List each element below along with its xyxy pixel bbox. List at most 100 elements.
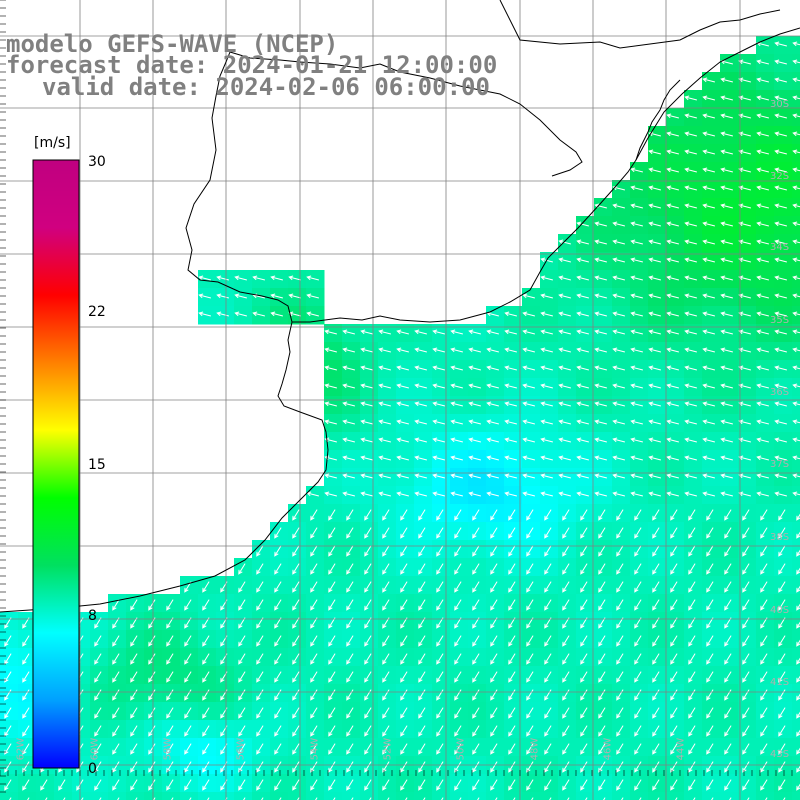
wind-arrow <box>328 527 336 539</box>
wind-arrow <box>648 185 661 191</box>
wind-arrow <box>688 743 696 755</box>
wind-arrow <box>4 779 12 791</box>
wind-arrow <box>792 77 800 83</box>
wind-arrow <box>522 491 535 497</box>
wind-arrow <box>724 653 732 665</box>
wind-arrow <box>328 653 336 665</box>
wind-arrow <box>522 347 535 353</box>
wind-arrow <box>436 635 444 647</box>
wind-arrow <box>279 797 282 800</box>
wind-arrow <box>738 239 751 245</box>
wind-cell <box>396 792 415 800</box>
wind-arrow <box>414 455 427 461</box>
wind-arrow <box>760 761 768 773</box>
wind-cell <box>162 792 181 800</box>
wind-arrow <box>414 419 427 425</box>
wind-arrow <box>274 527 282 539</box>
wind-arrow <box>508 527 516 539</box>
wind-arrow <box>634 563 642 575</box>
wind-arrow <box>274 653 282 665</box>
wind-arrow <box>742 509 750 521</box>
wind-cell <box>90 792 109 800</box>
wind-arrow <box>270 275 283 281</box>
wind-arrow <box>310 689 318 701</box>
wind-arrow <box>756 401 769 407</box>
wind-arrow <box>594 491 607 497</box>
wind-arrow <box>306 275 319 281</box>
wind-arrow <box>292 671 300 683</box>
wind-arrow <box>382 707 390 719</box>
wind-arrow <box>396 401 409 407</box>
wind-arrow <box>616 635 624 647</box>
wind-arrow <box>738 383 751 389</box>
wind-arrow <box>130 761 138 773</box>
wind-cell <box>792 522 800 541</box>
wind-arrow <box>594 419 607 425</box>
wind-arrow <box>418 725 426 737</box>
wind-arrow <box>468 329 481 335</box>
wind-arrow <box>112 743 120 755</box>
wind-arrow <box>742 689 750 701</box>
wind-arrow <box>544 581 552 593</box>
wind-arrow <box>792 437 800 443</box>
wind-arrow <box>238 707 246 719</box>
wind-arrow <box>616 725 624 737</box>
wind-arrow <box>328 599 336 611</box>
wind-arrow <box>351 797 354 800</box>
wind-arrow <box>99 797 102 800</box>
wind-arrow <box>450 491 463 497</box>
wind-arrow <box>594 329 607 335</box>
wind-arrow <box>774 401 787 407</box>
wind-arrow <box>526 689 534 701</box>
wind-arrow <box>684 383 697 389</box>
wind-arrow <box>544 653 552 665</box>
border-north <box>499 0 781 49</box>
colorbar-tick-15: 15 <box>88 457 106 473</box>
wind-arrow <box>702 347 715 353</box>
wind-arrow <box>418 671 426 683</box>
wind-cell <box>630 792 649 800</box>
lat-label: 40S <box>770 605 790 616</box>
wind-arrow <box>792 41 800 47</box>
wind-arrow <box>112 725 120 737</box>
wind-arrow <box>634 689 642 701</box>
wind-arrow <box>508 779 516 791</box>
wind-arrow <box>544 671 552 683</box>
wind-arrow <box>418 743 426 755</box>
wind-arrow <box>432 437 445 443</box>
wind-arrow <box>688 689 696 701</box>
wind-arrow <box>423 797 426 800</box>
wind-arrow <box>292 779 300 791</box>
wind-arrow <box>310 635 318 647</box>
wind-arrow <box>670 653 678 665</box>
wind-arrow <box>612 329 625 335</box>
wind-arrow <box>616 761 624 773</box>
wind-arrow <box>544 743 552 755</box>
wind-arrow <box>360 365 373 371</box>
wind-arrow <box>706 527 714 539</box>
wind-arrow <box>364 707 372 719</box>
wind-arrow <box>720 347 733 353</box>
wind-arrow <box>189 797 192 800</box>
wind-arrow <box>648 149 661 155</box>
wind-arrow <box>450 383 463 389</box>
wind-arrow <box>486 455 499 461</box>
wind-arrow <box>324 329 337 335</box>
lon-label: 54W <box>309 737 321 761</box>
wind-arrow <box>724 761 732 773</box>
wind-arrow <box>166 599 174 611</box>
wind-arrow <box>544 635 552 647</box>
wind-arrow <box>472 671 480 683</box>
wind-arrow <box>130 599 138 611</box>
wind-arrow <box>454 779 462 791</box>
wind-arrow <box>450 365 463 371</box>
wind-arrow <box>418 653 426 665</box>
wind-arrow <box>738 221 751 227</box>
wind-arrow <box>306 311 319 317</box>
lat-label: 34S <box>770 242 790 253</box>
wind-cell <box>756 792 775 800</box>
coastline <box>0 0 800 613</box>
wind-arrow <box>792 131 800 137</box>
wind-arrow <box>310 671 318 683</box>
wind-arrow <box>454 545 462 557</box>
